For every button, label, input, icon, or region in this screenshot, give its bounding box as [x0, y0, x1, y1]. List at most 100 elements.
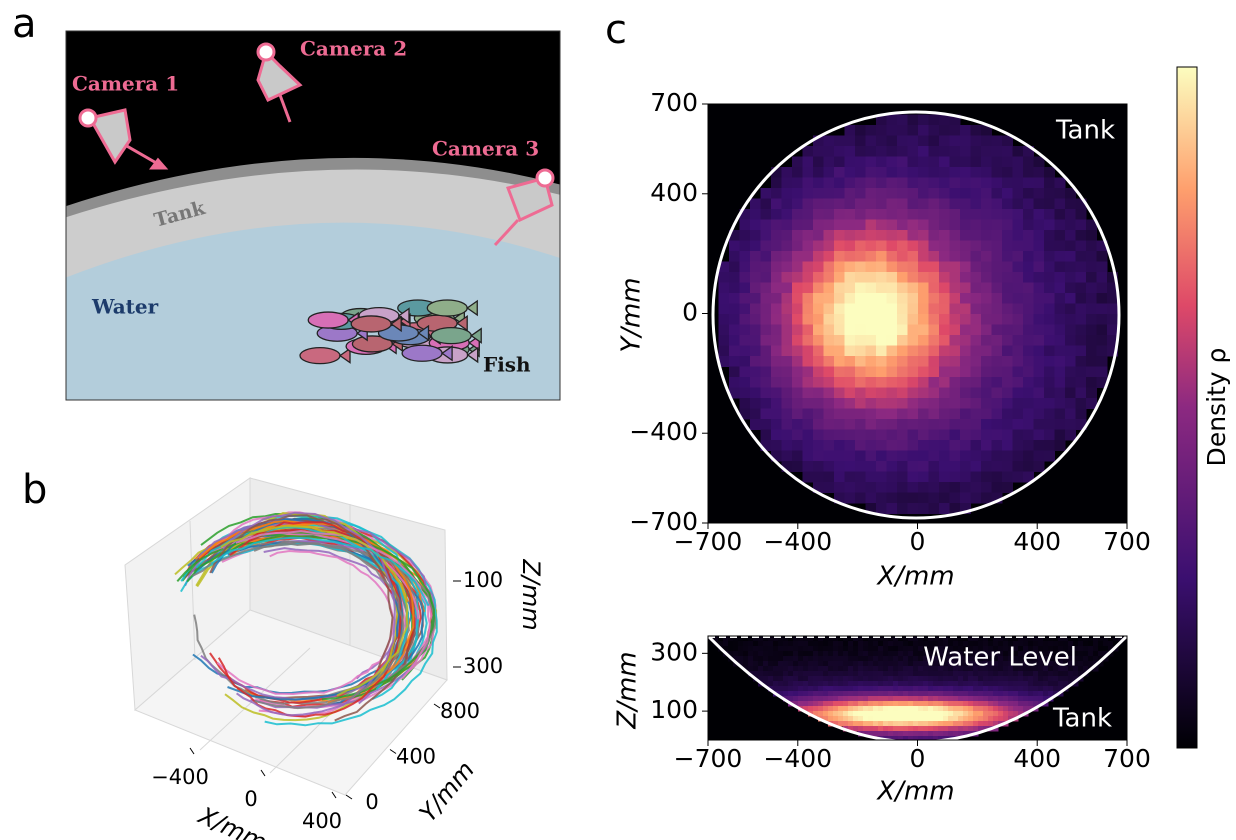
density-cell	[983, 651, 989, 657]
density-cell	[928, 272, 940, 283]
density-cell	[768, 636, 774, 642]
density-cell	[913, 691, 919, 697]
density-cell	[793, 636, 799, 642]
density-cell	[918, 398, 929, 409]
density-cell	[813, 656, 819, 662]
density-cell	[1038, 646, 1044, 652]
density-cell	[1012, 167, 1024, 178]
density-cell	[863, 641, 869, 647]
density-cell	[781, 387, 793, 399]
density-cell	[1043, 671, 1049, 677]
fish-tail	[440, 345, 453, 362]
density-cell	[803, 636, 809, 642]
density-cell	[1002, 209, 1013, 220]
density-cell	[888, 736, 894, 740]
density-cell	[834, 314, 845, 325]
density-cell	[893, 721, 899, 727]
density-cell	[903, 676, 909, 682]
density-cell	[760, 293, 772, 304]
water-label: Water	[91, 295, 159, 319]
density-cell	[868, 676, 874, 682]
density-cell	[1002, 167, 1013, 178]
density-cell	[898, 646, 904, 652]
density-cell	[923, 656, 929, 662]
density-cell	[1033, 167, 1045, 178]
density-cell	[886, 198, 898, 210]
density-cell	[958, 636, 964, 642]
density-cell	[788, 676, 794, 682]
density-cell	[788, 691, 794, 697]
density-cell	[763, 681, 769, 687]
density-cell	[823, 377, 835, 388]
density-cell	[1065, 293, 1076, 304]
density-cell	[834, 177, 845, 189]
density-cell	[970, 198, 982, 210]
density-cell	[813, 167, 824, 178]
density-cell	[733, 636, 739, 642]
density-cell	[1043, 636, 1049, 642]
density-cell	[728, 636, 734, 642]
density-cell	[834, 156, 845, 168]
density-cell	[838, 651, 844, 657]
density-cell	[733, 651, 739, 657]
density-cell	[886, 293, 898, 304]
density-cell	[1023, 261, 1034, 273]
density-cell	[1002, 177, 1013, 189]
density-cell	[963, 656, 969, 662]
density-cell	[918, 736, 924, 740]
density-cell	[973, 701, 979, 707]
density-cell	[739, 345, 751, 357]
density-cell	[948, 726, 954, 732]
density-cell	[1054, 366, 1066, 378]
density-cell	[739, 219, 751, 231]
density-cell	[933, 681, 939, 687]
density-cell	[1033, 335, 1045, 346]
density-cell	[813, 387, 824, 399]
density-cell	[933, 696, 939, 702]
density-cell	[750, 398, 761, 409]
density-cell	[1096, 261, 1108, 273]
density-cell	[802, 408, 814, 420]
density-cell	[908, 701, 914, 707]
density-cell	[898, 711, 904, 717]
density-cell	[918, 377, 929, 388]
density-cell	[792, 440, 803, 451]
density-cell	[828, 666, 834, 672]
density-cell	[943, 651, 949, 657]
density-cell	[802, 429, 814, 441]
density-cell	[923, 646, 929, 652]
density-cell	[828, 711, 834, 717]
density-cell	[753, 641, 759, 647]
density-cell	[1083, 651, 1089, 657]
density-cell	[771, 282, 782, 294]
density-cell	[948, 696, 954, 702]
density-cell	[818, 646, 824, 652]
x-tick-label: 700	[1103, 527, 1151, 556]
density-cell	[949, 251, 961, 262]
density-cell	[802, 387, 814, 399]
density-cell	[802, 324, 814, 336]
density-cell	[970, 450, 982, 462]
density-cell	[781, 303, 793, 315]
density-cell	[978, 691, 984, 697]
density-cell	[963, 641, 969, 647]
density-cell	[970, 419, 982, 430]
density-cell	[863, 696, 869, 702]
density-cell	[828, 656, 834, 662]
density-cell	[803, 671, 809, 677]
density-cell	[1002, 135, 1013, 147]
axis-label: X/mm	[875, 777, 954, 807]
density-cell	[739, 261, 751, 273]
density-cell	[838, 701, 844, 707]
density-cell	[1044, 282, 1055, 294]
density-cell	[918, 503, 929, 514]
density-cell	[1028, 691, 1034, 697]
z-tick-label: 100	[463, 568, 503, 592]
density-cell	[771, 345, 782, 357]
density-cell	[1033, 261, 1045, 273]
density-cell	[948, 656, 954, 662]
density-cell	[1107, 335, 1118, 346]
density-cell	[907, 440, 919, 451]
density-cell	[897, 146, 908, 157]
density-cell	[897, 482, 908, 493]
